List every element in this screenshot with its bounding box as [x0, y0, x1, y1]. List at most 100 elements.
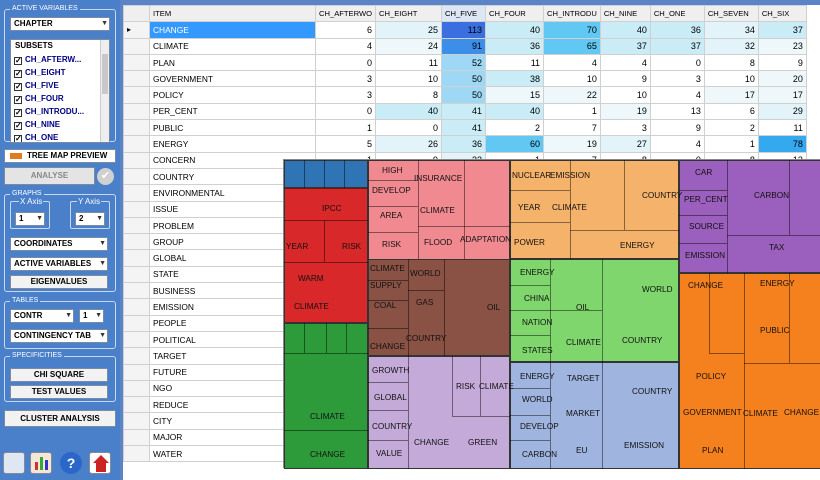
value-cell[interactable]: 7 — [543, 119, 601, 137]
document-icon[interactable] — [3, 452, 25, 474]
value-cell[interactable]: 60 — [485, 135, 545, 153]
row-selector[interactable] — [123, 151, 150, 169]
check-icon[interactable]: ✔ — [97, 168, 114, 185]
value-cell[interactable]: 41 — [441, 119, 487, 137]
subset-item[interactable]: ✓ CH_INTRODU... — [11, 105, 109, 118]
value-cell[interactable]: 27 — [599, 135, 651, 153]
item-cell[interactable]: ENERGY — [149, 135, 316, 153]
value-cell[interactable]: 10 — [599, 86, 651, 104]
value-cell[interactable]: 8 — [703, 53, 759, 72]
item-cell[interactable]: PUBLIC — [149, 119, 316, 137]
value-cell[interactable]: 1 — [543, 102, 601, 121]
table-row[interactable]: GOVERNMENT 3 10 50 38 10 9 3 10 20 — [123, 70, 807, 88]
value-cell[interactable]: 40 — [599, 21, 651, 39]
subset-item[interactable]: ✓ CH_ONE — [11, 131, 109, 143]
row-selector[interactable] — [123, 396, 150, 414]
item-cell[interactable]: CLIMATE — [149, 37, 316, 55]
column-header[interactable]: CH_SEVEN — [703, 5, 759, 23]
row-selector[interactable] — [123, 363, 150, 381]
value-cell[interactable]: 52 — [441, 53, 487, 72]
row-selector[interactable] — [123, 135, 150, 153]
value-cell[interactable]: 40 — [375, 102, 443, 121]
subset-item[interactable]: ✓ CH_NINE — [11, 118, 109, 131]
contingency-select[interactable]: CONTINGENCY TAB ▼ — [10, 329, 108, 343]
value-cell[interactable]: 25 — [375, 21, 443, 39]
column-header[interactable]: CH_ONE — [649, 5, 705, 23]
table-row[interactable]: ENERGY 5 26 36 60 19 27 4 1 78 — [123, 135, 807, 153]
column-header[interactable]: CH_INTRODU — [543, 5, 601, 23]
value-cell[interactable]: 10 — [375, 70, 443, 88]
value-cell[interactable]: 6 — [314, 21, 377, 39]
value-cell[interactable]: 8 — [375, 86, 443, 104]
subset-item[interactable]: ✓ CH_AFTERW... — [11, 53, 109, 66]
value-cell[interactable]: 5 — [314, 135, 377, 153]
value-cell[interactable]: 37 — [599, 37, 651, 55]
item-cell[interactable]: PER_CENT — [149, 102, 316, 121]
value-cell[interactable]: 91 — [441, 37, 487, 55]
table-row[interactable]: CLIMATE 4 24 91 36 65 37 37 32 23 — [123, 37, 807, 55]
column-header[interactable]: CH_AFTERWO — [314, 5, 377, 23]
table-row[interactable]: ▸ CHANGE 6 25 113 40 70 40 36 34 37 — [123, 21, 807, 39]
row-selector[interactable] — [123, 249, 150, 267]
value-cell[interactable]: 34 — [703, 21, 759, 39]
table-row[interactable]: PER_CENT 0 40 41 40 1 19 13 6 29 — [123, 102, 807, 121]
value-cell[interactable]: 4 — [599, 53, 651, 72]
column-header[interactable]: CH_NINE — [599, 5, 651, 23]
contr-select[interactable]: CONTR ▼ — [10, 309, 74, 323]
value-cell[interactable]: 40 — [485, 21, 545, 39]
checkbox[interactable]: ✓ — [14, 134, 22, 143]
value-cell[interactable]: 2 — [703, 119, 759, 137]
value-cell[interactable]: 36 — [485, 37, 545, 55]
subset-item[interactable]: ✓ CH_FOUR — [11, 92, 109, 105]
checkbox[interactable]: ✓ — [14, 56, 22, 65]
value-cell[interactable]: 10 — [703, 70, 759, 88]
value-cell[interactable]: 9 — [599, 70, 651, 88]
active-variables-select[interactable]: ACTIVE VARIABLES ▼ — [10, 257, 108, 271]
row-selector[interactable] — [123, 119, 150, 137]
test-values-button[interactable]: TEST VALUES — [10, 385, 108, 399]
value-cell[interactable]: 38 — [485, 70, 545, 88]
row-selector[interactable] — [123, 233, 150, 251]
value-cell[interactable]: 1 — [314, 119, 377, 137]
row-selector[interactable] — [123, 412, 150, 430]
value-cell[interactable]: 0 — [314, 102, 377, 121]
value-cell[interactable]: 70 — [543, 21, 601, 39]
value-cell[interactable]: 0 — [649, 53, 705, 72]
row-selector[interactable] — [123, 102, 150, 121]
value-cell[interactable]: 4 — [649, 86, 705, 104]
row-selector[interactable] — [123, 70, 150, 88]
value-cell[interactable]: 41 — [441, 102, 487, 121]
analyse-button[interactable]: ANALYSE — [4, 167, 95, 185]
subset-item[interactable]: ✓ CH_FIVE — [11, 79, 109, 92]
value-cell[interactable]: 50 — [441, 70, 487, 88]
row-selector[interactable] — [123, 445, 150, 463]
value-cell[interactable]: 11 — [375, 53, 443, 72]
chi-square-button[interactable]: CHI SQUARE — [10, 368, 108, 382]
row-selector[interactable] — [123, 428, 150, 447]
value-cell[interactable]: 13 — [649, 102, 705, 121]
checkbox[interactable]: ✓ — [14, 95, 22, 104]
value-cell[interactable]: 3 — [599, 119, 651, 137]
column-header[interactable]: CH_FOUR — [485, 5, 545, 23]
table-row[interactable]: POLICY 3 8 50 15 22 10 4 17 17 — [123, 86, 807, 104]
value-cell[interactable]: 29 — [757, 102, 807, 121]
subsets-list[interactable]: SUBSETS ✓ CH_AFTERW... ✓ CH_EIGHT ✓ CH_FIVE ✓ C… — [10, 39, 110, 143]
row-selector[interactable] — [123, 37, 150, 55]
value-cell[interactable]: 50 — [441, 86, 487, 104]
value-cell[interactable]: 24 — [375, 37, 443, 55]
eigenvalues-button[interactable]: EIGENVALUES — [10, 275, 108, 289]
value-cell[interactable]: 9 — [757, 53, 807, 72]
value-cell[interactable]: 37 — [649, 37, 705, 55]
checkbox[interactable]: ✓ — [14, 69, 22, 78]
row-selector[interactable] — [123, 379, 150, 398]
home-icon[interactable] — [89, 452, 111, 474]
checkbox[interactable]: ✓ — [14, 108, 22, 117]
column-header[interactable]: CH_SIX — [757, 5, 807, 23]
item-cell[interactable]: PLAN — [149, 53, 316, 72]
row-selector[interactable] — [123, 53, 150, 72]
value-cell[interactable]: 17 — [757, 86, 807, 104]
item-cell[interactable]: GOVERNMENT — [149, 70, 316, 88]
value-cell[interactable]: 3 — [314, 86, 377, 104]
value-cell[interactable]: 37 — [757, 21, 807, 39]
value-cell[interactable]: 6 — [703, 102, 759, 121]
